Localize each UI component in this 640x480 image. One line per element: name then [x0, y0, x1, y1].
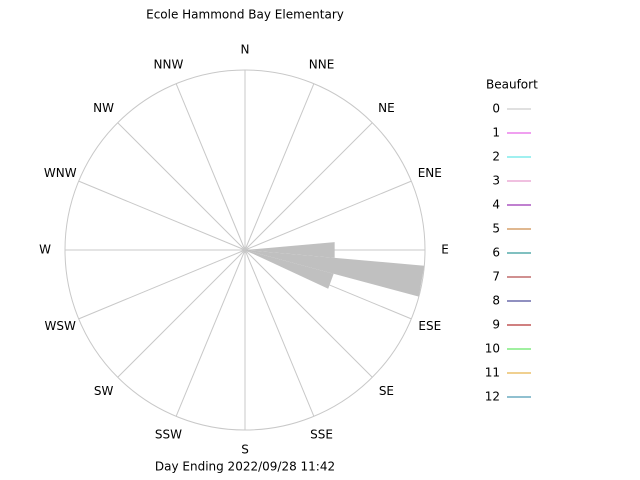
- direction-label: E: [441, 243, 449, 257]
- chart-title: Ecole Hammond Bay Elementary: [146, 8, 344, 22]
- legend-label: 8: [492, 294, 500, 308]
- direction-label: WNW: [44, 166, 77, 180]
- direction-label: NE: [378, 101, 395, 115]
- direction-label: W: [39, 243, 51, 257]
- legend-label: 0: [492, 102, 500, 116]
- direction-label: SE: [379, 384, 394, 398]
- direction-label: WSW: [45, 319, 76, 333]
- direction-label: NNE: [309, 58, 335, 72]
- spoke: [117, 122, 246, 251]
- footer: Day Ending 2022/09/28 11:42: [155, 460, 335, 474]
- direction-label: S: [241, 443, 249, 457]
- legend-label: 4: [492, 198, 500, 212]
- spoke: [78, 180, 246, 251]
- legend-label: 12: [485, 390, 500, 404]
- spoke: [244, 249, 373, 378]
- legend-label: 1: [492, 126, 500, 140]
- spoke: [244, 249, 315, 417]
- wedge: [245, 250, 425, 297]
- spoke: [244, 122, 373, 251]
- direction-label: N: [241, 43, 250, 57]
- direction-label: NW: [93, 101, 114, 115]
- spoke: [244, 83, 315, 251]
- legend-label: 3: [492, 174, 500, 188]
- spoke: [244, 180, 412, 251]
- legend-label: 9: [492, 318, 500, 332]
- spoke: [117, 249, 246, 378]
- legend-label: 6: [492, 246, 500, 260]
- direction-label: ESE: [418, 319, 441, 333]
- direction-label: ENE: [418, 166, 442, 180]
- spoke: [175, 83, 246, 251]
- legend-label: 5: [492, 222, 500, 236]
- spoke: [78, 249, 246, 320]
- direction-label: SW: [94, 384, 114, 398]
- legend-label: 11: [485, 366, 500, 380]
- legend-label: 10: [485, 342, 500, 356]
- direction-label: SSW: [155, 427, 182, 441]
- spoke: [175, 249, 246, 417]
- legend-label: 2: [492, 150, 500, 164]
- legend-label: 7: [492, 270, 500, 284]
- direction-label: SSE: [310, 427, 333, 441]
- legend-title: Beaufort: [486, 78, 538, 92]
- direction-label: NNW: [154, 58, 184, 72]
- wedge: [245, 250, 334, 289]
- wedge: [245, 242, 335, 258]
